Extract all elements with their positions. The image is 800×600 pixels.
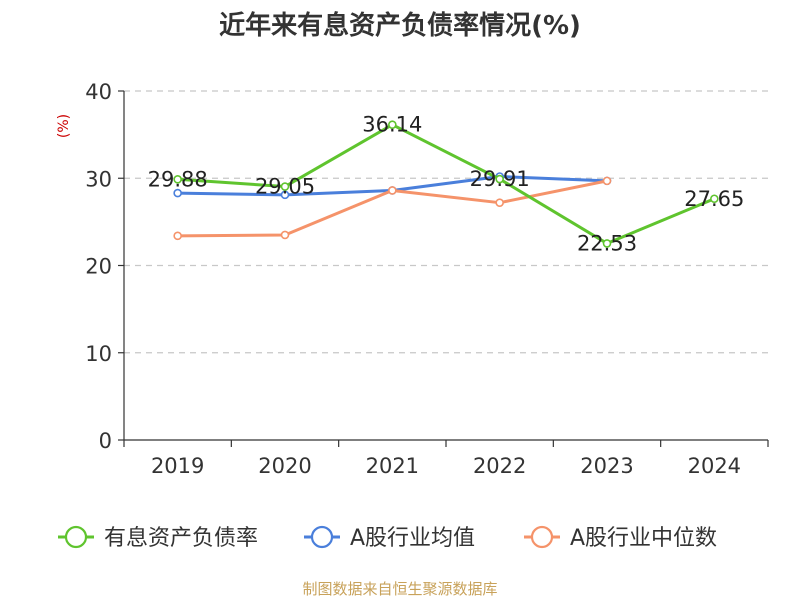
source-note: 制图数据来自恒生聚源数据库: [302, 580, 497, 598]
series-point-0: [280, 182, 290, 191]
data-label: 29.91: [470, 167, 530, 191]
x-tick-label: 2024: [688, 454, 741, 478]
series-point-2: [280, 230, 290, 240]
y-axis-label: (%): [56, 114, 72, 138]
series-point-0: [710, 194, 719, 204]
legend-marker-2: [530, 525, 554, 549]
legend-label-1: A股行业均值: [350, 526, 475, 551]
x-tick-label: 2021: [366, 454, 419, 478]
legend-marker-0: [64, 525, 88, 549]
y-tick-label: 20: [85, 255, 112, 279]
data-label: 29.88: [148, 167, 208, 191]
series-point-2: [495, 198, 504, 207]
data-label: 22.53: [577, 231, 637, 255]
x-tick-label: 2019: [151, 454, 204, 478]
series-point-0: [173, 174, 182, 184]
series-point-1: [280, 190, 290, 200]
chart-title: 近年来有息资产负债率情况(%): [219, 10, 581, 41]
series-line-0: [177, 123, 715, 245]
axes: 0 10 20 30 40 2019 2020 2021 2022 2023 2024: [85, 80, 769, 478]
y-tick-label: 40: [85, 80, 112, 104]
series-point-2: [173, 231, 182, 241]
data-label: 27.65: [684, 187, 744, 211]
legend-label-0: 有息资产负债率: [104, 526, 258, 551]
series-point-1: [173, 188, 182, 198]
y-tick-label: 30: [85, 167, 112, 191]
series-point-2: [602, 176, 612, 186]
data-label: 36.14: [362, 113, 422, 137]
data-label: 29.05: [255, 175, 315, 199]
grid-lines: [124, 90, 768, 354]
y-tick-label: 0: [99, 429, 112, 453]
legend: 有息资产负债率 A股行业均值 A股行业中位数: [58, 525, 717, 551]
series-point-2: [388, 186, 397, 195]
y-tick-label: 10: [85, 342, 112, 366]
legend-label-2: A股行业中位数: [570, 526, 717, 551]
legend-marker-1: [310, 525, 334, 549]
series-point-0: [388, 120, 397, 129]
x-tick-label: 2020: [258, 454, 311, 478]
x-tick-label: 2022: [473, 454, 526, 478]
series-point-0: [602, 239, 612, 248]
series-layer: [173, 120, 719, 248]
x-tick-label: 2023: [580, 454, 633, 478]
series-point-0: [495, 174, 504, 184]
data-labels: 29.88 29.05 36.14 29.91 22.53 27.65: [148, 113, 745, 256]
